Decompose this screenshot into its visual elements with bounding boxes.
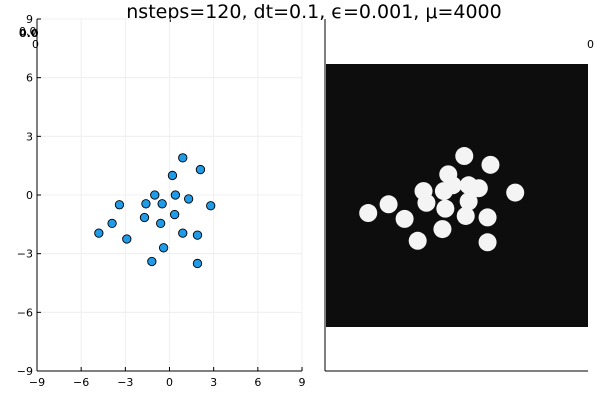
figure-title: nsteps=120, dt=0.1, ϵ=0.001, μ=4000 [126,1,501,23]
data-point [156,218,166,229]
data-point [107,218,117,229]
image-blob [433,220,452,239]
image-blob [478,208,497,227]
x-tick-label: 6 [254,376,261,389]
data-point [192,230,203,240]
scatter-y-ticks: −9 −6 −3 0 3 6 9 [17,13,41,378]
x-tick-label: 9 [299,376,306,389]
data-point [158,243,169,253]
image-blobs [359,147,525,252]
partial-tick-label: 0 [32,38,39,51]
image-blob [395,209,414,228]
data-point [195,164,206,175]
y-tick-label: 0 [26,189,33,202]
data-point [178,153,188,163]
image-blob [417,193,436,212]
data-point [183,194,194,204]
partial-tick-label: 0.0 [19,27,39,40]
x-tick-label: 3 [210,376,217,389]
data-point [157,199,167,209]
overlapping-tick-labels: 0.0 0.0 0 [19,25,39,51]
image-blob [456,206,475,225]
image-blob [506,183,525,202]
image-background [326,64,588,327]
partial-tick-label: 0.0 [19,25,37,38]
partial-tick-label: 0 [587,38,594,51]
image-blob [469,179,488,198]
data-point [206,201,216,211]
data-point [141,199,151,209]
y-tick-label: −3 [17,248,33,261]
scatter-grid [36,18,303,372]
data-point [150,190,160,200]
data-point [147,256,157,267]
image-blob [359,204,378,223]
image-blob [478,233,497,252]
scatter-panel: −9 −6 −3 0 3 6 9 −9 −6 −3 0 3 6 9 0.0 0.0 0 [17,13,306,389]
x-tick-label: 0 [166,376,173,389]
image-blob [459,192,478,211]
scatter-x-ticks: −9 −6 −3 0 3 6 9 [29,367,306,389]
image-blob [481,155,500,174]
image-blob [408,231,427,250]
y-tick-label: −6 [17,306,33,319]
y-tick-label: −9 [17,365,33,378]
image-panel: 0 [324,19,594,372]
data-point [167,170,178,181]
image-blob [443,176,462,195]
x-tick-label: −6 [73,376,89,389]
x-tick-label: −9 [29,376,45,389]
data-point [170,209,180,220]
image-blob [379,195,398,214]
scatter-points [94,153,216,269]
x-tick-label: −3 [117,376,133,389]
image-blob [455,147,474,166]
y-tick-label: 3 [26,130,33,143]
y-tick-label: 9 [26,13,33,26]
data-point [192,258,203,269]
data-point [178,228,188,238]
data-point [170,190,181,200]
data-point [114,200,125,210]
data-point [122,234,132,244]
data-point [94,228,104,238]
data-point [139,212,150,223]
y-tick-label: 6 [26,72,33,85]
image-blob [436,199,455,218]
